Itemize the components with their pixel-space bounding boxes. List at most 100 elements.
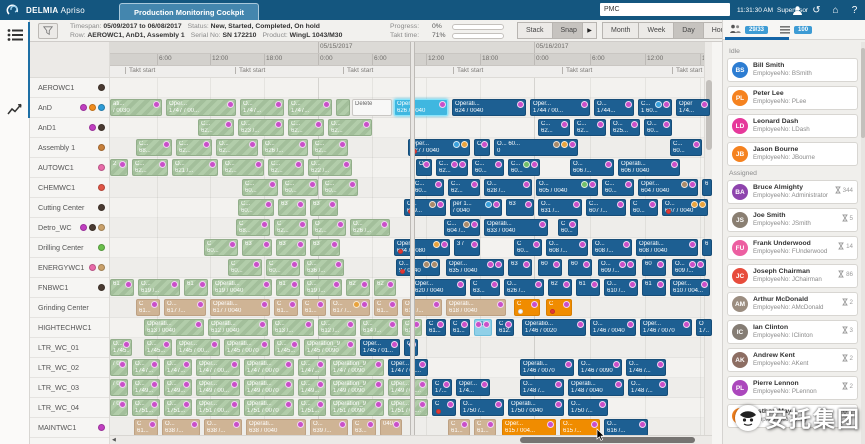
operation-block[interactable]: Oper... 627 / 0040 <box>408 139 470 156</box>
operation-block[interactable]: Operati... 612 / 0040 <box>208 319 268 336</box>
operation-block[interactable]: 2 <box>110 159 128 176</box>
operation-block[interactable]: Operati... 1750 / 0040 <box>508 399 564 416</box>
operation-block[interactable]: ati.../ 0030 <box>110 99 162 116</box>
operation-block[interactable]: Operation_9 1749 / 0090 <box>330 379 384 396</box>
operation-block[interactable]: O... 608 /... <box>546 239 588 256</box>
undo-icon[interactable]: ↺ <box>812 4 821 16</box>
operation-block[interactable]: 62 <box>548 279 572 296</box>
operation-block[interactable]: C <box>474 139 490 156</box>
operation-block[interactable]: 60 <box>538 259 562 276</box>
operation-block[interactable]: C 61... <box>426 319 446 336</box>
operation-block[interactable]: O... 638 /... <box>162 419 200 436</box>
operation-block[interactable]: O... 625... <box>610 119 640 136</box>
horizontal-scroll-thumb[interactable] <box>520 437 695 443</box>
operation-block[interactable]: Oper... 1747 / 00... <box>166 99 236 116</box>
operation-block[interactable]: Operatio... 1746 / 0020 <box>522 319 586 336</box>
operation-block[interactable]: O... 609 /... <box>672 259 706 276</box>
operation-block[interactable]: C <box>432 399 456 416</box>
operation-block[interactable]: O... 622 /... <box>308 159 352 176</box>
personnel-card[interactable]: LD Leonard Dash EmployeeNo: LDash <box>727 114 858 138</box>
operation-block[interactable]: O... 628 /... <box>484 179 532 196</box>
row-label-assembly-1[interactable]: Assembly 1 <box>30 138 109 158</box>
personnel-card[interactable]: JS Joe Smith EmployeeNo: JSmith 5 <box>727 208 858 232</box>
row-label-fnbwc1[interactable]: FNBWC1 <box>30 278 109 298</box>
operation-block[interactable]: Operati... 1749 / 0070 <box>244 379 294 396</box>
operation-block[interactable]: O... 617 /... <box>330 299 370 316</box>
operation-block[interactable]: Operation_9 1747 / 0090 <box>330 359 384 376</box>
operation-block[interactable]: C... 60... <box>238 199 274 216</box>
operation-block[interactable]: 60 <box>642 259 666 276</box>
operation-block[interactable]: O... 60... 0 <box>494 139 578 156</box>
row-label-autowc1[interactable]: AUTOWC1 <box>30 158 109 178</box>
operation-block[interactable]: 6 <box>702 239 712 256</box>
operation-block[interactable]: C 61... <box>450 319 470 336</box>
operation-block[interactable]: C 60... <box>514 239 542 256</box>
operation-block[interactable]: Oper... 1751 / 01... <box>388 399 428 416</box>
operation-block[interactable]: C <box>514 299 540 316</box>
operation-block[interactable]: O... 639 /... <box>310 419 348 436</box>
operation-block[interactable]: 040 <box>380 419 402 436</box>
operation-block[interactable]: Operati... 1748 / 0040 <box>568 379 624 396</box>
operation-block[interactable]: Oper... 1751 / 00... <box>196 399 240 416</box>
operation-block[interactable]: Oper... 635 / 0040 <box>446 259 504 276</box>
operation-block[interactable]: C... 607 /... <box>586 199 626 216</box>
row-label-drilling-center[interactable]: Drilling Center <box>30 238 109 258</box>
operation-block[interactable]: C... 68... <box>136 139 172 156</box>
row-label-hightechwc1[interactable]: HIGHTECHWC1 <box>30 318 109 338</box>
operation-block[interactable]: C 61... <box>448 419 470 436</box>
operation-block[interactable]: 6 <box>702 179 712 196</box>
operation-block[interactable]: C 61... <box>302 299 326 316</box>
personnel-card[interactable]: FU Frank Underwood EmployeeNo: FUnderwood 1… <box>727 236 858 260</box>
operation-block[interactable]: Oper... 1746 / 0070 <box>640 319 692 336</box>
operation-block[interactable]: C 17... <box>432 379 452 396</box>
operation-block[interactable]: C... 62... <box>312 139 348 156</box>
operation-block[interactable]: Operati... 606 / 0040 <box>618 159 680 176</box>
button-month[interactable]: Month <box>602 22 640 39</box>
operation-block[interactable]: O... 1748 /... <box>628 379 668 396</box>
operation-block[interactable]: 62 <box>346 279 370 296</box>
operation-block[interactable]: O... 631 /... <box>538 199 582 216</box>
operation-block[interactable]: O... 617 /... <box>164 299 206 316</box>
operation-block[interactable]: Operation_9 1751 / 0090 <box>330 399 384 416</box>
operation-block[interactable]: O... 1747... <box>298 359 326 376</box>
operation-block[interactable]: O... 1747... <box>132 359 160 376</box>
operation-block[interactable]: O... 1747... <box>288 99 332 116</box>
help-icon[interactable]: ? <box>851 4 858 16</box>
operation-block[interactable]: C 63... <box>352 419 376 436</box>
operation-block[interactable]: O... 1751... <box>298 399 326 416</box>
row-label-detro-wc[interactable]: Detro_WC <box>30 218 109 238</box>
operation-block[interactable]: 61 <box>576 279 600 296</box>
operation-block[interactable]: O... 610 /... <box>604 279 638 296</box>
operation-block[interactable]: Oper... 174... <box>456 379 490 396</box>
operation-block[interactable]: C... 60... <box>602 179 634 196</box>
operation-block[interactable]: O... 615 /... <box>560 419 600 436</box>
list-icon[interactable] <box>780 21 791 39</box>
operation-block[interactable]: Oper... 610 / 004... <box>670 279 710 296</box>
operation-block[interactable]: C 60... <box>558 219 578 236</box>
operation-block[interactable]: / 00 <box>110 359 128 376</box>
user-profile-icon[interactable] <box>791 4 804 17</box>
operation-block[interactable]: O...9 / 0040 <box>396 259 440 276</box>
button-snap[interactable]: Snap <box>551 22 586 39</box>
operation-block[interactable]: Oper... 615 / 004... <box>502 419 556 436</box>
operation-block[interactable]: O... 1748 /... <box>520 379 564 396</box>
operation-block[interactable]: C... 62... <box>132 159 168 176</box>
operation-block[interactable]: C... 62... <box>538 119 570 136</box>
operation-block[interactable]: O <box>416 159 432 176</box>
row-label-ltr-wc-03[interactable]: LTR_WC_03 <box>30 378 109 398</box>
panel-scrollbar[interactable] <box>861 42 865 444</box>
operation-block[interactable]: C 61... <box>136 299 160 316</box>
operation-block[interactable]: O... 1751... <box>164 399 192 416</box>
operation-block[interactable]: Oper 174... <box>676 99 710 116</box>
operation-block[interactable]: Oper... 1749 / 00... <box>196 379 240 396</box>
personnel-card[interactable]: AM Arthur McDonald EmployeeNo: AMcDonald 2 <box>727 292 858 316</box>
operation-block[interactable]: C 63... <box>470 279 500 296</box>
operation-block[interactable]: O... 605 / 0040 <box>536 179 598 196</box>
operation-block[interactable]: Oper...634 / 0080 <box>394 239 450 256</box>
personnel-card[interactable]: PL Peter Lee EmployeeNo: PLee <box>727 86 858 110</box>
operation-block[interactable]: O... 1751... <box>132 399 160 416</box>
operation-block[interactable]: 63 <box>276 239 306 256</box>
operation-block[interactable]: Operati... 619 / 0040 <box>212 279 272 296</box>
